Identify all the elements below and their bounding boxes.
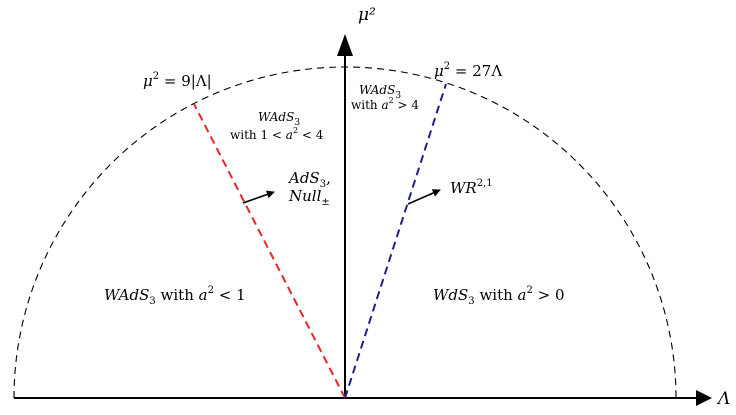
region-left-outer: WAdS3 with a2 < 1 xyxy=(104,285,246,307)
region-right-outer: WdS3 with a2 > 0 xyxy=(433,285,565,307)
arc-boundary-label: μ2 = 9|Λ| xyxy=(143,71,212,90)
region-upper-left-line1: WAdS3 xyxy=(258,110,300,128)
blue-line-annotation: WR2,1 xyxy=(450,178,493,197)
region-upper-right-line1: WAdS3 xyxy=(359,83,401,101)
x-axis-arrowhead xyxy=(696,390,712,406)
region-upper-left-line2: with 1 < a2 < 4 xyxy=(230,126,324,142)
blue-line-label: μ2 = 27Λ xyxy=(434,61,502,80)
blue-line-pointer-arrow xyxy=(407,189,441,205)
y-axis-label: μ² xyxy=(358,5,376,25)
red-line-annotation-line2: Null± xyxy=(288,187,330,208)
red-line-pointer-arrow xyxy=(242,190,275,204)
x-axis-label: Λ xyxy=(716,389,730,409)
region-upper-right-line2: with a2 > 4 xyxy=(351,96,419,112)
y-axis-arrowhead xyxy=(337,34,353,56)
red-line-annotation-line1: AdS3, xyxy=(287,169,331,190)
blue-boundary-line xyxy=(344,83,447,399)
red-boundary-line xyxy=(193,103,346,399)
